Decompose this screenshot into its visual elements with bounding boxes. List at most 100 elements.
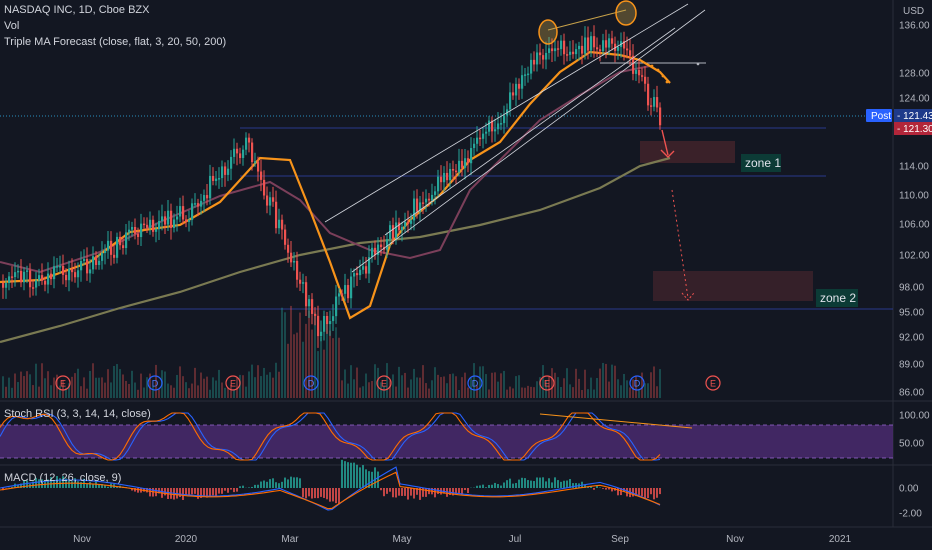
volume-bar (563, 378, 565, 398)
macd-histogram-bar (197, 488, 199, 499)
candle (578, 45, 581, 50)
macd-histogram-bar (38, 479, 40, 488)
volume-bar (89, 370, 91, 398)
volume-bar (377, 367, 379, 398)
event-marker[interactable]: D (629, 375, 645, 391)
candle (524, 74, 527, 76)
macd-histogram-bar (644, 488, 646, 498)
event-marker[interactable]: E (376, 375, 392, 391)
volume-bar (155, 364, 157, 398)
volume-bar (443, 376, 445, 398)
macd-histogram-bar (116, 486, 118, 488)
volume-bar (62, 380, 64, 398)
vol-legend: Vol (4, 20, 20, 32)
volume-bar (449, 374, 451, 398)
event-marker[interactable]: D (147, 375, 163, 391)
candle (479, 137, 482, 140)
candle (449, 168, 452, 181)
macd-histogram-bar (359, 467, 361, 488)
event-marker[interactable]: D (467, 375, 483, 391)
candle (218, 178, 221, 180)
macd-histogram-bar (317, 488, 319, 499)
candle (488, 120, 491, 132)
candle (233, 148, 236, 157)
event-marker[interactable]: E (539, 375, 555, 391)
candle (248, 137, 251, 143)
macd-histogram-bar (356, 464, 358, 488)
macd-histogram-bar (515, 483, 517, 488)
volume-bar (533, 387, 535, 398)
volume-bar (491, 372, 493, 398)
candle (413, 198, 416, 221)
macd-histogram-bar (221, 488, 223, 494)
candle (281, 219, 284, 230)
last-price-badge (894, 122, 932, 135)
candle (602, 40, 605, 52)
volume-bar (314, 312, 316, 398)
volume-bar (404, 372, 406, 398)
macd-histogram-bar (548, 478, 550, 488)
time-tick-label: Jul (509, 534, 522, 545)
volume-bar (212, 377, 214, 398)
event-marker-label: D (152, 379, 159, 389)
volume-bar (218, 369, 220, 398)
volume-bar (344, 369, 346, 398)
price-tick-label: 106.00 (899, 220, 930, 231)
volume-bar (329, 330, 331, 398)
macd-histogram-bar (311, 488, 313, 499)
volume-bar (485, 374, 487, 398)
volume-bar (332, 338, 334, 398)
candle (308, 299, 311, 307)
candle (11, 276, 14, 278)
volume-bar (452, 373, 454, 398)
candle (44, 280, 47, 285)
zone-1-box (640, 141, 735, 163)
macd-histogram-bar (554, 477, 556, 488)
volume-bar (35, 363, 37, 398)
volume-bar (587, 389, 589, 398)
volume-bar (113, 365, 115, 398)
candle (431, 194, 434, 201)
candle (326, 315, 329, 325)
macd-histogram-bar (659, 488, 661, 495)
event-marker[interactable]: E (705, 375, 721, 391)
candle (638, 70, 641, 76)
macd-tick-label: -2.00 (899, 509, 922, 520)
candle (563, 40, 566, 55)
candle (185, 219, 188, 222)
price-tick-label: 110.00 (899, 191, 929, 202)
event-marker[interactable]: E (225, 375, 241, 391)
volume-bar (419, 377, 421, 398)
volume-bar (545, 379, 547, 398)
macd-histogram-bar (11, 486, 13, 488)
candle (425, 198, 428, 203)
macd-histogram-bar (572, 483, 574, 488)
macd-histogram-bar (488, 484, 490, 488)
candle (566, 54, 569, 56)
volume-bar (236, 377, 238, 398)
volume-bar (80, 386, 82, 398)
macd-histogram-bar (206, 488, 208, 498)
macd-histogram-bar (455, 488, 457, 495)
volume-bar (335, 327, 337, 398)
candle (134, 227, 137, 234)
volume-bar (635, 375, 637, 398)
candle (461, 160, 464, 168)
candle (404, 221, 407, 227)
macd-histogram-bar (233, 488, 235, 493)
candle (455, 170, 458, 173)
volume-bar (68, 383, 70, 398)
candle (377, 244, 380, 256)
volume-bar (554, 372, 556, 398)
event-marker[interactable]: D (303, 375, 319, 391)
macd-histogram-bar (611, 488, 613, 492)
volume-bar (569, 384, 571, 398)
candle (428, 198, 431, 201)
event-marker-circle (55, 375, 71, 391)
volume-bar (248, 371, 250, 398)
volume-bar (506, 389, 508, 398)
candle (419, 202, 422, 212)
macd-histogram-bar (605, 488, 607, 490)
event-marker[interactable]: E (55, 375, 71, 391)
